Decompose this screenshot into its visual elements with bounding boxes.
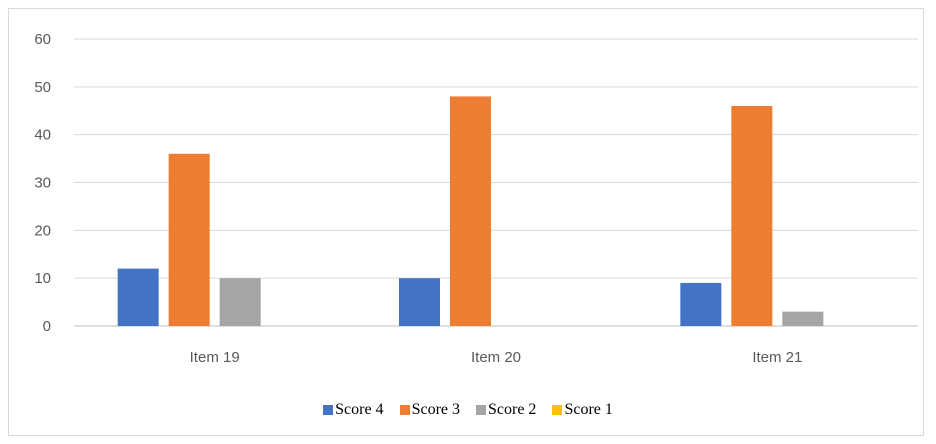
x-axis-ticks: Item 19 Item 20 Item 21 [190,349,803,366]
y-tick-label: 60 [34,31,51,48]
legend-swatch-score-1 [552,405,563,415]
legend-item-score-3: Score 3 [399,401,460,419]
legend: Score 4 Score 3 Score 2 Score 1 [0,398,936,422]
y-tick-label: 40 [34,127,51,144]
bar-score-3-item-19 [168,153,210,326]
y-tick-label: 30 [34,175,51,192]
bars [117,96,824,327]
legend-item-score-2: Score 2 [476,401,536,419]
y-axis-ticks: 0 10 20 30 40 50 60 [34,31,51,335]
bar-score-2-item-21 [782,311,824,326]
legend-item-score-1: Score 1 [552,401,613,419]
legend-label-score-1: Score 1 [564,401,613,418]
y-tick-label: 50 [34,79,51,96]
legend-swatch-score-2 [476,405,486,415]
y-tick-label: 10 [34,270,51,287]
legend-label-score-2: Score 2 [488,401,537,418]
legend-label-score-3: Score 3 [411,401,460,418]
bar-score-4-item-20 [399,278,440,326]
bar-score-3-item-20 [450,96,491,327]
gridlines [74,38,918,327]
legend-swatch-score-4 [323,405,334,415]
bar-score-4-item-19 [117,268,159,326]
bar-score-2-item-19 [219,278,261,326]
legend-swatch-score-3 [399,405,410,415]
bar-score-4-item-21 [680,282,722,326]
y-tick-label: 20 [34,222,51,239]
legend-item-score-4: Score 4 [323,401,384,419]
x-tick-label: Item 19 [190,349,240,366]
legend-label-score-4: Score 4 [335,401,384,418]
x-tick-label: Item 20 [471,349,521,366]
bar-score-3-item-21 [731,105,773,326]
y-tick-label: 0 [43,318,51,335]
x-tick-label: Item 21 [752,349,802,366]
